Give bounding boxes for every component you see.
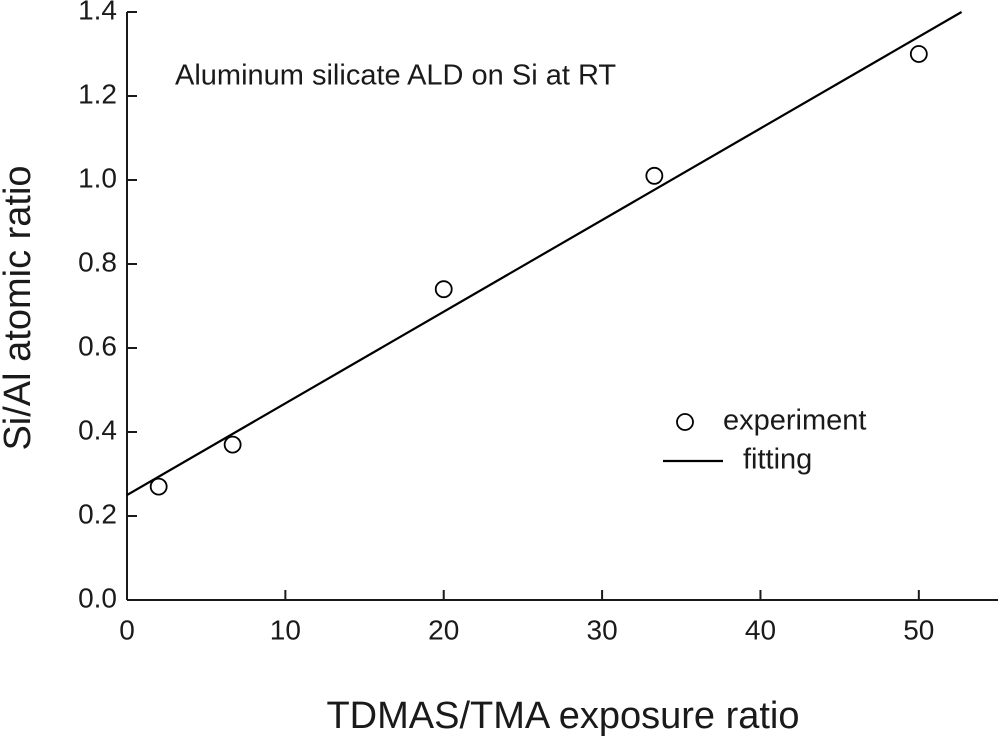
legend-marker <box>676 413 694 431</box>
x-tick-label: 50 <box>903 614 934 645</box>
y-tick-label: 0.6 <box>78 330 117 361</box>
annotation: Aluminum silicate ALD on Si at RT <box>175 60 616 92</box>
y-tick-label: 1.2 <box>78 78 117 109</box>
y-tick-label: 1.0 <box>78 162 117 193</box>
x-tick-label: 0 <box>119 614 135 645</box>
legend-label: experiment <box>723 405 866 437</box>
y-tick-label: 1.4 <box>78 0 117 25</box>
fit-line <box>126 11 963 496</box>
data-point <box>645 166 664 185</box>
x-tick-label: 40 <box>745 614 776 645</box>
x-axis-title: TDMAS/TMA exposure ratio <box>326 695 799 737</box>
data-point <box>223 435 242 454</box>
data-point <box>434 280 453 299</box>
data-point <box>149 477 168 496</box>
y-tick-label: 0.2 <box>78 498 117 529</box>
y-tick-label: 0.8 <box>78 246 117 277</box>
x-tick-label: 10 <box>270 614 301 645</box>
data-point <box>909 45 928 63</box>
y-axis-title: Si/Al atomic ratio <box>0 165 39 450</box>
x-tick-label: 30 <box>587 614 618 645</box>
legend-label: fitting <box>743 444 812 476</box>
y-tick-label: 0.0 <box>78 582 117 613</box>
x-tick-label: 20 <box>428 614 459 645</box>
y-tick-label: 0.4 <box>78 414 117 445</box>
